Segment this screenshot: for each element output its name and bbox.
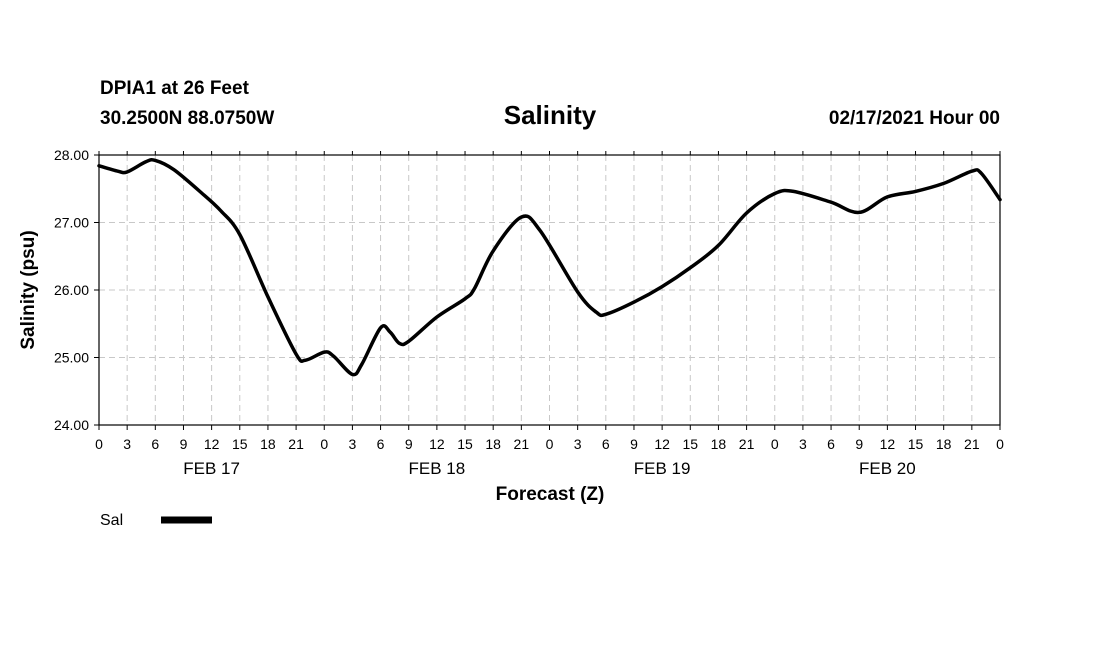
plot-frame: [98, 154, 1001, 426]
x-tick-label: 18: [711, 436, 727, 452]
y-tick-label: 28.00: [54, 147, 89, 163]
x-tick-label: 12: [654, 436, 670, 452]
x-tick-label: 0: [996, 436, 1004, 452]
day-label: FEB 17: [183, 459, 240, 478]
day-label: FEB 19: [634, 459, 691, 478]
legend-label: Sal: [100, 512, 123, 529]
series-layer: [97, 157, 1002, 377]
x-tick-label: 6: [151, 436, 159, 452]
day-label: FEB 18: [409, 459, 466, 478]
x-tick-label: 18: [936, 436, 952, 452]
x-tick-label: 18: [260, 436, 276, 452]
x-tick-label: 9: [855, 436, 863, 452]
x-tick-label: 0: [546, 436, 554, 452]
x-tick-label: 21: [514, 436, 530, 452]
chart-title: Salinity: [504, 100, 597, 130]
x-tick-label: 21: [964, 436, 980, 452]
y-tick-label: 25.00: [54, 350, 89, 366]
x-tick-label: 18: [485, 436, 501, 452]
x-tick-label: 0: [95, 436, 103, 452]
x-tick-label: 12: [880, 436, 896, 452]
x-tick-label: 21: [288, 436, 304, 452]
x-tick-label: 12: [429, 436, 445, 452]
x-tick-label: 6: [602, 436, 610, 452]
y-tick-label: 24.00: [54, 417, 89, 433]
y-axis: 24.00 25.00 26.00 27.00 28.00: [54, 147, 99, 433]
x-tick-label: 0: [320, 436, 328, 452]
day-labels: FEB 17 FEB 18 FEB 19 FEB 20: [183, 459, 915, 478]
x-tick-label: 3: [123, 436, 131, 452]
x-tick-label: 9: [180, 436, 188, 452]
location-label: 30.2500N 88.0750W: [100, 108, 274, 129]
series-line-sal: [97, 157, 1002, 377]
legend: Sal: [100, 512, 212, 529]
grid: [99, 155, 1000, 425]
x-tick-label: 9: [630, 436, 638, 452]
x-tick-label: 15: [908, 436, 924, 452]
x-tick-label: 3: [574, 436, 582, 452]
run-time-label: 02/17/2021 Hour 00: [829, 108, 1000, 129]
x-tick-label: 3: [349, 436, 357, 452]
x-tick-label: 15: [457, 436, 473, 452]
y-tick-label: 27.00: [54, 215, 89, 231]
x-tick-label: 6: [827, 436, 835, 452]
x-tick-label: 12: [204, 436, 220, 452]
x-tick-label: 15: [232, 436, 248, 452]
x-tick-label: 0: [771, 436, 779, 452]
x-tick-label: 9: [405, 436, 413, 452]
station-label: DPIA1 at 26 Feet: [100, 78, 250, 99]
y-tick-label: 26.00: [54, 282, 89, 298]
x-axis-title: Forecast (Z): [496, 484, 605, 505]
day-label: FEB 20: [859, 459, 916, 478]
x-axis: 0 3 6 9 12 15 18 21 0 3 6 9 12 15 18 21 0 3 6 9 12 15 18 21 0 3 6 9…: [95, 151, 1004, 452]
x-tick-label: 15: [682, 436, 698, 452]
x-tick-label: 6: [377, 436, 385, 452]
y-axis-title: Salinity (psu): [18, 230, 39, 349]
x-tick-label: 3: [799, 436, 807, 452]
x-tick-label: 21: [739, 436, 755, 452]
